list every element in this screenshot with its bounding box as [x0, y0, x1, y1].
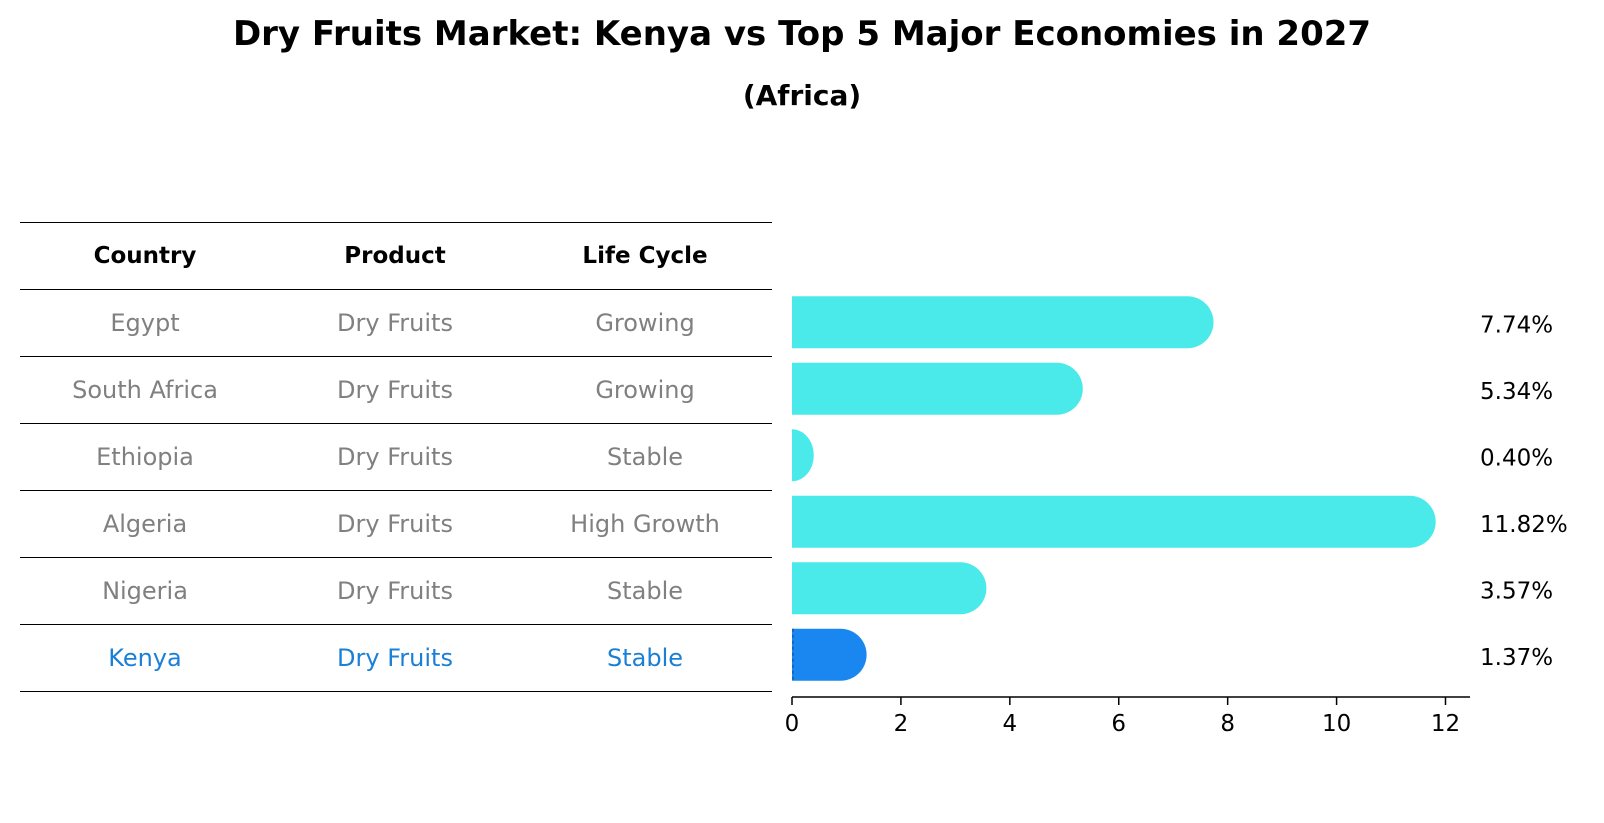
value-label: 0.40%	[1480, 445, 1553, 471]
table-header-row: Country Product Life Cycle	[20, 222, 772, 289]
product-cell: Dry Fruits	[337, 644, 453, 672]
bar-south-africa	[792, 362, 1083, 415]
table-row: Ethiopia Dry Fruits Stable	[20, 423, 772, 490]
bar-egypt	[792, 296, 1214, 349]
header-country: Country	[93, 243, 197, 269]
table-row: Algeria Dry Fruits High Growth	[20, 490, 772, 557]
bar-ethiopia	[792, 429, 814, 482]
table-row: Egypt Dry Fruits Growing	[20, 289, 772, 356]
value-label: 7.74%	[1480, 312, 1553, 338]
bar-kenya	[792, 628, 867, 681]
bar-nigeria	[792, 562, 987, 615]
x-tick-label: 10	[1322, 711, 1351, 737]
life-cycle-cell: Growing	[595, 309, 695, 337]
data-table: Country Product Life Cycle Egypt Dry Fru…	[20, 222, 772, 692]
product-cell: Dry Fruits	[337, 510, 453, 538]
country-cell: Ethiopia	[96, 443, 194, 471]
product-cell: Dry Fruits	[337, 376, 453, 404]
header-product: Product	[344, 243, 446, 269]
chart-title: Dry Fruits Market: Kenya vs Top 5 Major …	[232, 14, 1372, 54]
value-label: 1.37%	[1480, 645, 1553, 671]
chart-subtitle: (Africa)	[742, 79, 862, 112]
life-cycle-cell: Stable	[606, 644, 684, 672]
life-cycle-cell: Stable	[606, 443, 684, 471]
value-label: 3.57%	[1480, 578, 1553, 604]
x-tick-label: 6	[1111, 711, 1126, 737]
x-tick-label: 8	[1220, 711, 1235, 737]
product-cell: Dry Fruits	[337, 309, 453, 337]
x-tick-label: 2	[894, 711, 909, 737]
header-life-cycle: Life Cycle	[582, 243, 708, 269]
country-cell: Algeria	[102, 510, 188, 538]
country-cell: Kenya	[108, 644, 182, 672]
country-cell: South Africa	[72, 376, 218, 404]
product-cell: Dry Fruits	[337, 443, 453, 471]
x-tick-label: 0	[785, 711, 800, 737]
table-row-highlighted: Kenya Dry Fruits Stable	[20, 624, 772, 692]
country-cell: Egypt	[110, 309, 180, 337]
country-cell: Nigeria	[102, 577, 188, 605]
life-cycle-cell: High Growth	[570, 510, 720, 538]
product-cell: Dry Fruits	[337, 577, 453, 605]
value-label: 11.82%	[1480, 512, 1568, 538]
life-cycle-cell: Stable	[606, 577, 684, 605]
bar-algeria	[792, 495, 1436, 548]
x-tick-label: 12	[1431, 711, 1460, 737]
x-tick-label: 4	[1003, 711, 1018, 737]
table-row: Nigeria Dry Fruits Stable	[20, 557, 772, 624]
value-label: 5.34%	[1480, 379, 1553, 405]
table-row: South Africa Dry Fruits Growing	[20, 356, 772, 423]
life-cycle-cell: Growing	[595, 376, 695, 404]
